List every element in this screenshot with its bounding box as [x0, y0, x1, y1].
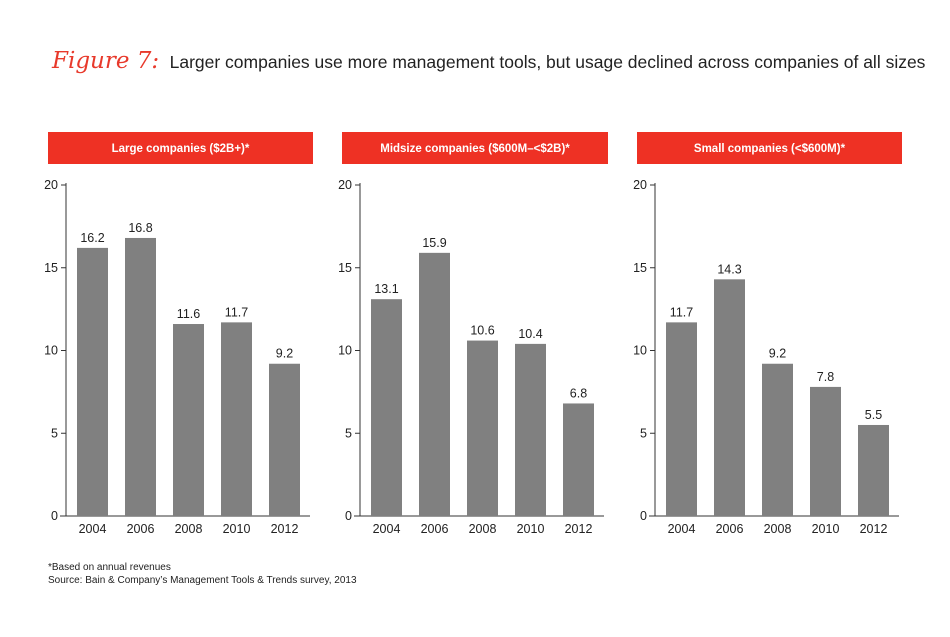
panel-header-bg [637, 132, 902, 164]
y-tick-label: 5 [51, 426, 58, 440]
x-tick-label: 2012 [271, 522, 299, 536]
chart-panel-3: Small companies (<$600M)* 0 5 10 15 20 11.7 200… [633, 132, 902, 536]
bar [173, 324, 204, 516]
bar [714, 279, 745, 516]
y-tick-label: 20 [44, 178, 58, 192]
y-tick-label: 15 [633, 261, 647, 275]
bar [762, 363, 793, 516]
bar-value-label: 11.7 [225, 305, 248, 319]
y-tick-label: 10 [44, 344, 58, 358]
x-tick-label: 2006 [716, 522, 744, 536]
figure-title: Figure 7: Larger companies use more mana… [52, 48, 925, 82]
x-tick-label: 2008 [764, 522, 792, 536]
x-tick-label: 2004 [79, 522, 107, 536]
bar-value-label: 11.6 [177, 307, 200, 321]
bar-value-label: 9.2 [276, 347, 293, 361]
x-tick-label: 2010 [517, 522, 545, 536]
bar [125, 237, 156, 516]
figure-label: Figure 7: [52, 48, 160, 74]
chart-panel-2: Midsize companies ($600M–<$2B)*051015201… [338, 132, 608, 536]
bar [858, 424, 889, 516]
charts-area: Large companies ($2B+)* 0 5 10 15 20 16.2 2004 1… [44, 132, 902, 536]
panel-header-title: Midsize companies ($600M–<$2B)* [380, 143, 570, 155]
figure-title-text: Larger companies use more management too… [169, 52, 926, 72]
x-tick-label: 2006 [421, 522, 449, 536]
footnote-note: *Based on annual revenues [48, 562, 171, 573]
y-tick-label: 5 [640, 426, 647, 440]
y-tick-label: 20 [338, 178, 352, 192]
bar-value-label: 5.5 [865, 408, 882, 422]
x-tick-label: 2008 [175, 522, 203, 536]
bar-value-label: 10.4 [518, 327, 542, 341]
bar-value-label: 7.8 [817, 370, 834, 384]
x-tick-label: 2012 [565, 522, 593, 536]
bar-value-label: 15.9 [422, 236, 446, 250]
y-tick-label: 10 [633, 344, 647, 358]
y-tick-label: 15 [338, 261, 352, 275]
y-tick-label: 10 [338, 344, 352, 358]
x-tick-label: 2004 [373, 522, 401, 536]
x-tick-label: 2012 [860, 522, 888, 536]
bar [666, 322, 697, 516]
y-tick-label: 0 [51, 509, 58, 523]
bar [563, 403, 594, 516]
bar [269, 363, 300, 516]
bar-value-label: 14.3 [717, 262, 741, 276]
y-tick-label: 0 [345, 509, 352, 523]
bar [77, 247, 108, 516]
footnote: *Based on annual revenues Source: Bain &… [48, 562, 357, 587]
panel-header-title: Small companies (<$600M)* [694, 143, 846, 155]
y-tick-label: 0 [640, 509, 647, 523]
x-tick-label: 2010 [223, 522, 251, 536]
bar [467, 340, 498, 516]
y-tick-label: 20 [633, 178, 647, 192]
x-tick-label: 2006 [127, 522, 155, 536]
bar-value-label: 6.8 [570, 386, 587, 400]
footnote-source: Source: Bain & Company’s Management Tool… [48, 574, 357, 586]
bar [810, 386, 841, 516]
y-tick-label: 15 [44, 261, 58, 275]
bar [371, 299, 402, 516]
bar-value-label: 11.7 [670, 305, 693, 319]
bar [515, 343, 546, 516]
x-tick-label: 2008 [469, 522, 497, 536]
y-tick-label: 5 [345, 426, 352, 440]
x-tick-label: 2010 [812, 522, 840, 536]
bar-value-label: 13.1 [374, 282, 398, 296]
bar-value-label: 9.2 [769, 347, 786, 361]
panel-header-title: Large companies ($2B+)* [112, 143, 250, 155]
panel-header-bg [48, 132, 313, 164]
bar [419, 252, 450, 517]
bar-value-label: 10.6 [470, 324, 494, 338]
bar [221, 322, 252, 516]
bar-value-label: 16.2 [80, 231, 104, 245]
x-tick-label: 2004 [668, 522, 696, 536]
panel-header-bg [342, 132, 608, 164]
chart-panel-1: Large companies ($2B+)* 0 5 10 15 20 16.2 2004 1… [44, 132, 313, 536]
bar-value-label: 16.8 [128, 221, 152, 235]
